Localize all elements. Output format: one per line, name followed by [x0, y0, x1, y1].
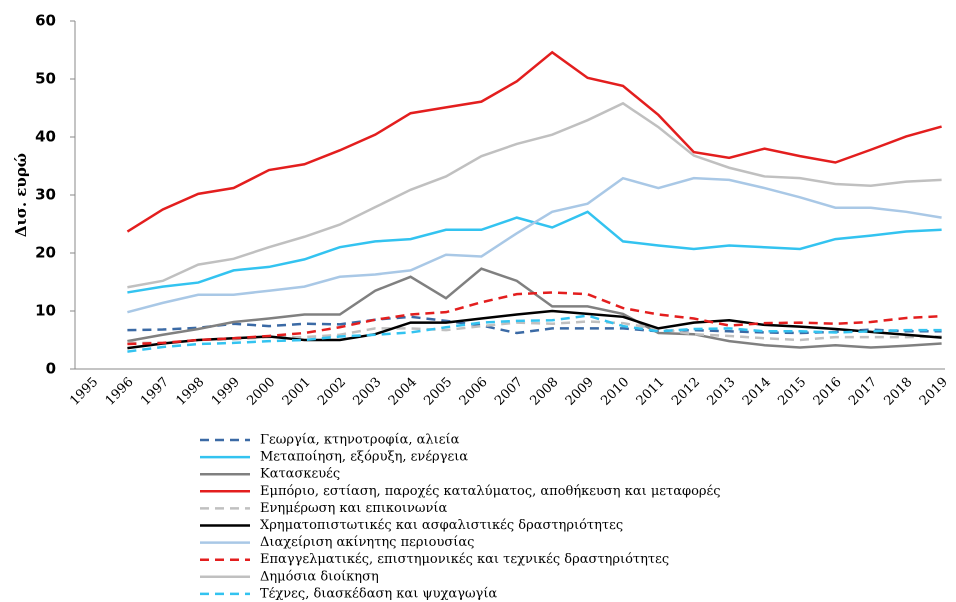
x-tick-label: 2015	[775, 375, 809, 409]
x-tick-label: 2014	[740, 375, 774, 409]
y-tick-label: 0	[46, 360, 56, 378]
series-line	[127, 267, 942, 349]
legend-label: Ενημέρωση και επικοινωνία	[260, 501, 447, 516]
y-tick-label: 10	[35, 302, 56, 320]
x-tick-label: 1995	[67, 375, 101, 409]
legend-label: Τέχνες, διασκέδαση και ψυχαγωγία	[260, 586, 497, 601]
y-axis-label: Δισ. ευρώ	[12, 153, 30, 237]
legend-label: Μεταποίηση, εξόρυξη, ενέργεια	[260, 450, 468, 465]
x-tick-label: 2009	[563, 375, 597, 409]
x-tick-label: 2000	[244, 375, 278, 409]
series-line	[127, 291, 942, 346]
legend-label: Διαχείριση ακίνητης περιουσίας	[260, 535, 474, 550]
x-tick-label: 2007	[492, 375, 526, 409]
series-line	[127, 314, 942, 353]
x-tick-label: 1997	[138, 375, 172, 409]
series-line	[126, 50, 942, 233]
x-tick-label: 2005	[421, 375, 455, 409]
series-line	[127, 101, 942, 289]
x-tick-label: 2017	[846, 375, 880, 409]
x-tick-label: 2001	[280, 375, 314, 409]
x-tick-label: 2010	[598, 375, 632, 409]
x-tick-label: 2008	[527, 375, 561, 409]
x-tick-label: 1998	[173, 375, 207, 409]
y-tick-label: 20	[35, 244, 56, 262]
x-tick-label: 2004	[386, 375, 420, 409]
y-tick-label: 50	[35, 70, 56, 88]
x-tick-label: 2002	[315, 375, 349, 409]
x-tick-label: 2016	[811, 375, 845, 409]
series-line	[127, 315, 942, 335]
x-tick-label: 2003	[350, 375, 384, 409]
x-tick-label: 2006	[457, 375, 491, 409]
legend-label: Γεωργία, κτηνοτροφία, αλιεία	[260, 433, 460, 448]
x-tick-label: 2019	[917, 375, 951, 409]
x-tick-label: 2011	[634, 375, 668, 409]
series-line	[127, 176, 942, 314]
y-tick-label: 60	[35, 12, 56, 30]
y-tick-label: 30	[35, 186, 56, 204]
y-tick-label: 40	[35, 128, 56, 146]
legend-label: Χρηματοπιστωτικές και ασφαλιστικές δραστ…	[260, 518, 623, 533]
x-tick-label: 2013	[704, 375, 738, 409]
legend-label: Δημόσια διοίκηση	[260, 569, 379, 584]
legend-label: Εμπόριο, εστίαση, παροχές καταλύματος, α…	[260, 484, 721, 499]
x-tick-label: 2012	[669, 375, 703, 409]
x-tick-label: 1999	[209, 375, 243, 409]
legend-label: Κατασκευές	[260, 467, 340, 482]
x-tick-label: 2018	[881, 375, 915, 409]
x-tick-label: 1996	[103, 375, 137, 409]
legend-label: Επαγγελματικές, επιστημονικές και τεχνικ…	[260, 552, 669, 567]
